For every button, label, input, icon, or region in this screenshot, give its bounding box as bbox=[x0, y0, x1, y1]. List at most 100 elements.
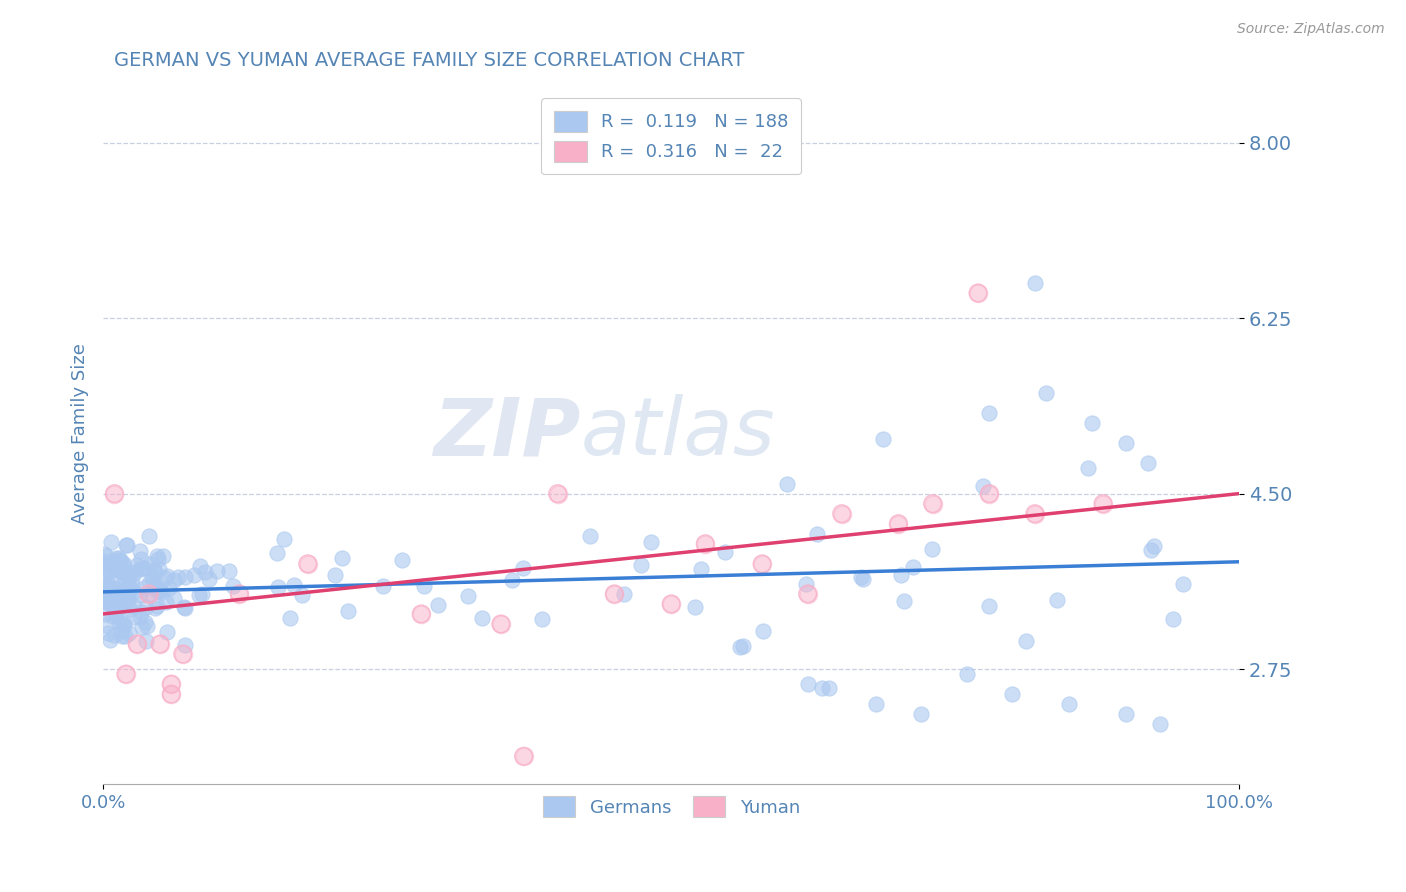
Point bbox=[228, 587, 250, 601]
Point bbox=[127, 637, 149, 651]
Point bbox=[163, 591, 186, 605]
Point bbox=[512, 560, 534, 574]
Point bbox=[112, 566, 135, 581]
Point bbox=[124, 599, 146, 613]
Point bbox=[97, 577, 120, 591]
Point bbox=[872, 433, 894, 447]
Point bbox=[979, 599, 1001, 614]
Point bbox=[887, 516, 910, 531]
Point bbox=[751, 557, 773, 571]
Point bbox=[173, 600, 195, 615]
Point bbox=[111, 596, 134, 610]
Point bbox=[659, 597, 682, 611]
Point bbox=[117, 577, 139, 591]
Point bbox=[118, 568, 141, 582]
Point bbox=[967, 285, 990, 300]
Point bbox=[1024, 507, 1046, 521]
Point bbox=[890, 568, 912, 582]
Point bbox=[172, 647, 194, 661]
Point bbox=[191, 587, 214, 601]
Point bbox=[695, 537, 717, 551]
Point bbox=[411, 607, 433, 621]
Point bbox=[187, 589, 209, 603]
Point bbox=[98, 594, 121, 608]
Point bbox=[1140, 542, 1163, 557]
Point bbox=[98, 633, 121, 648]
Point bbox=[1115, 436, 1137, 450]
Point bbox=[114, 538, 136, 552]
Point bbox=[776, 477, 799, 491]
Point bbox=[1035, 386, 1057, 401]
Point bbox=[93, 595, 115, 609]
Point bbox=[115, 667, 138, 681]
Point bbox=[107, 587, 129, 601]
Point bbox=[489, 616, 512, 631]
Point bbox=[391, 553, 413, 567]
Point bbox=[146, 599, 169, 613]
Point bbox=[131, 551, 153, 566]
Point bbox=[613, 587, 636, 601]
Point bbox=[146, 583, 169, 598]
Point bbox=[93, 557, 115, 571]
Point bbox=[108, 615, 131, 629]
Point bbox=[104, 586, 127, 600]
Point bbox=[97, 626, 120, 640]
Point bbox=[100, 558, 122, 572]
Point bbox=[138, 576, 160, 591]
Point bbox=[1077, 460, 1099, 475]
Point bbox=[101, 608, 124, 623]
Point bbox=[129, 605, 152, 619]
Point bbox=[115, 586, 138, 600]
Point bbox=[139, 557, 162, 571]
Point bbox=[103, 585, 125, 599]
Point bbox=[104, 586, 127, 600]
Point bbox=[157, 581, 180, 595]
Point bbox=[103, 628, 125, 642]
Point bbox=[297, 557, 319, 571]
Point bbox=[94, 607, 117, 621]
Point bbox=[97, 587, 120, 601]
Point bbox=[640, 534, 662, 549]
Point bbox=[1046, 593, 1069, 607]
Point bbox=[194, 565, 217, 579]
Point bbox=[172, 647, 194, 661]
Point bbox=[1024, 507, 1046, 521]
Point bbox=[530, 612, 553, 626]
Point bbox=[111, 589, 134, 603]
Point bbox=[111, 616, 134, 631]
Point bbox=[337, 604, 360, 618]
Point bbox=[411, 607, 433, 621]
Point bbox=[143, 563, 166, 577]
Point bbox=[114, 584, 136, 599]
Point bbox=[112, 582, 135, 597]
Legend: Germans, Yuman: Germans, Yuman bbox=[536, 789, 807, 824]
Point bbox=[659, 597, 682, 611]
Point bbox=[97, 581, 120, 595]
Point bbox=[1024, 276, 1046, 290]
Text: ZIP: ZIP bbox=[433, 394, 581, 473]
Text: atlas: atlas bbox=[581, 394, 775, 473]
Point bbox=[152, 549, 174, 564]
Point bbox=[865, 697, 887, 711]
Point bbox=[98, 565, 121, 579]
Point bbox=[1001, 687, 1024, 701]
Point bbox=[100, 535, 122, 549]
Point bbox=[112, 615, 135, 630]
Point bbox=[921, 497, 943, 511]
Point bbox=[160, 677, 183, 691]
Point bbox=[135, 581, 157, 595]
Point bbox=[972, 479, 994, 493]
Point bbox=[267, 580, 290, 594]
Point bbox=[921, 542, 943, 557]
Text: Source: ZipAtlas.com: Source: ZipAtlas.com bbox=[1237, 22, 1385, 37]
Point bbox=[831, 507, 853, 521]
Point bbox=[118, 582, 141, 596]
Point bbox=[110, 554, 132, 568]
Point bbox=[127, 637, 149, 651]
Point bbox=[207, 565, 229, 579]
Point bbox=[128, 588, 150, 602]
Point bbox=[103, 486, 125, 500]
Point bbox=[107, 563, 129, 577]
Point bbox=[114, 629, 136, 643]
Point bbox=[547, 486, 569, 500]
